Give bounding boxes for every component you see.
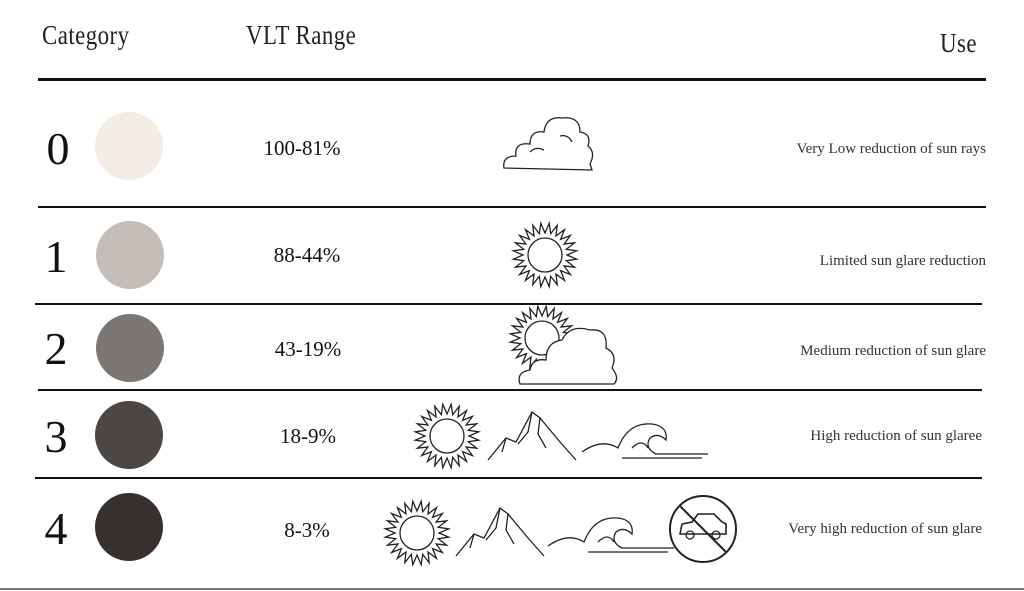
- sun-behind-cloud-icon: [507, 303, 618, 385]
- vlt-value: 43-19%: [274, 337, 342, 361]
- header-divider: [38, 78, 986, 81]
- cloud-icon: [503, 117, 594, 171]
- row-divider: [35, 477, 982, 479]
- use-description: Very Low reduction of sun rays: [796, 141, 986, 157]
- use-description: Medium reduction of sun glare: [800, 343, 986, 359]
- wave-icon: [547, 517, 674, 553]
- mountain-icon: [487, 411, 577, 461]
- category-number: 2: [44, 323, 68, 374]
- row-divider: [38, 389, 982, 391]
- sun-icon: [510, 220, 580, 290]
- tint-swatch: [95, 401, 163, 469]
- tint-swatch: [95, 493, 163, 561]
- vlt-value: 100-81%: [263, 136, 341, 160]
- header-use: Use: [940, 28, 977, 58]
- row-divider: [35, 303, 982, 305]
- use-description: Very high reduction of sun glare: [788, 521, 982, 537]
- row-divider: [38, 206, 986, 208]
- tint-swatch: [95, 112, 163, 180]
- use-description: Limited sun glare reduction: [819, 253, 986, 269]
- no-driving-icon: [669, 495, 737, 563]
- mountain-icon: [455, 507, 545, 557]
- wave-icon: [581, 423, 708, 459]
- header-vlt-range: VLT Range: [246, 20, 357, 50]
- bottom-border: [0, 588, 1024, 590]
- vlt-value: 88-44%: [273, 243, 341, 267]
- category-number: 3: [44, 411, 68, 462]
- vlt-value: 18-9%: [280, 424, 336, 448]
- tint-swatch: [96, 314, 164, 382]
- category-number: 1: [44, 231, 68, 282]
- header-category: Category: [42, 20, 130, 50]
- sun-icon: [412, 401, 482, 471]
- category-number: 0: [46, 123, 70, 174]
- vlt-value: 8-3%: [284, 518, 330, 542]
- use-description: High reduction of sun glaree: [810, 428, 982, 444]
- tint-swatch: [96, 221, 164, 289]
- sun-icon: [382, 498, 452, 568]
- category-number: 4: [44, 503, 68, 554]
